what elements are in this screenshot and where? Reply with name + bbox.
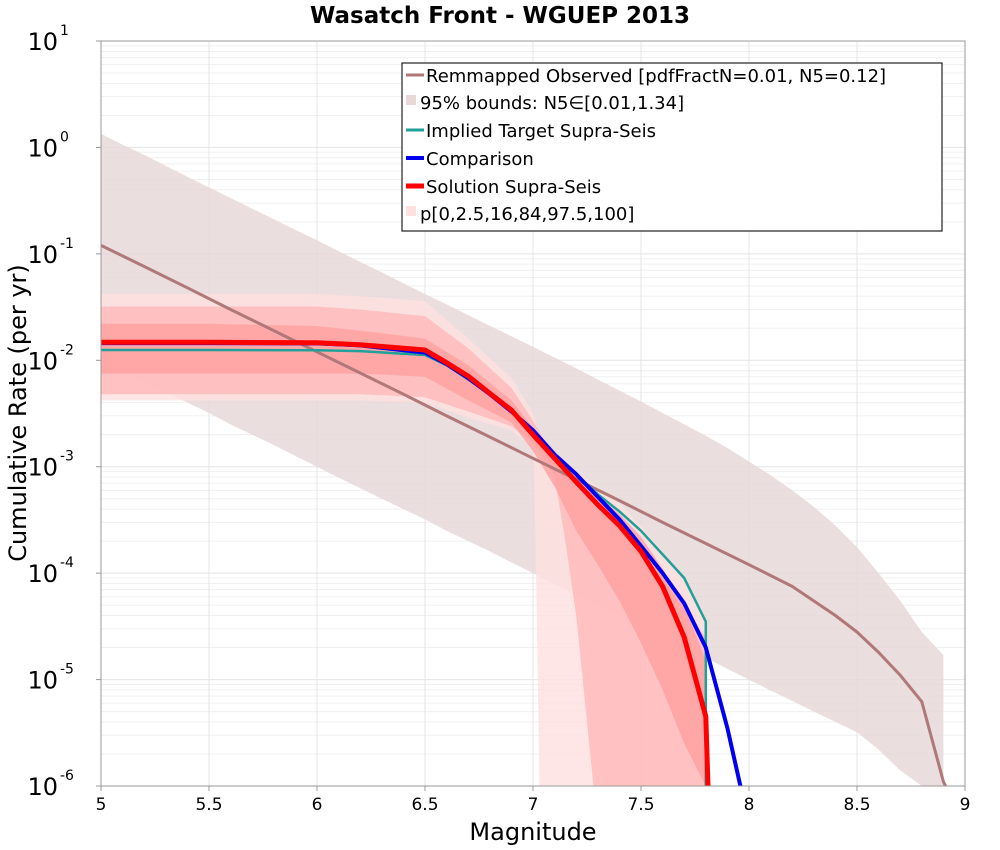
y-tick-base: 10: [27, 773, 58, 801]
y-tick-base: 10: [27, 241, 58, 269]
legend-box: [401, 62, 943, 232]
legend-label-observed-band: 95% bounds: N5∈[0.01,1.34]: [420, 93, 684, 114]
y-tick-exponent: -2: [60, 342, 74, 358]
legend-swatch-observed-band: [406, 95, 416, 105]
series-line-observed: [100, 244, 947, 787]
y-tick-base: 10: [27, 454, 58, 482]
legend: Remmapped Observed [pdfFractN=0.01, N5=0…: [401, 62, 943, 232]
x-tick-label: 7.5: [627, 795, 654, 815]
x-tick-label: 8.5: [843, 795, 870, 815]
x-tick-label: 9: [960, 795, 971, 815]
y-tick-base: 10: [27, 134, 58, 162]
legend-swatch-percentiles: [406, 206, 416, 216]
y-tick-exponent: -1: [60, 236, 74, 252]
y-tick-base: 10: [27, 28, 58, 56]
y-tick-base: 10: [27, 347, 58, 375]
y-tick-exponent: -6: [60, 768, 74, 784]
y-tick-base: 10: [27, 667, 58, 695]
chart-title: Wasatch Front - WGUEP 2013: [310, 3, 690, 29]
legend-label-comparison: Comparison: [426, 149, 534, 170]
series-lines: [100, 244, 947, 787]
series-line-solution: [101, 339, 711, 787]
x-tick-label: 5.5: [195, 795, 222, 815]
y-tick-exponent: 1: [60, 23, 69, 39]
x-axis-ticks: 5 5.5 6 6.5 7 7.5 8 8.5 9: [96, 786, 971, 815]
percentile-band-inner: [101, 323, 708, 786]
y-tick-exponent: -5: [60, 662, 74, 678]
x-tick-label: 6.5: [411, 795, 438, 815]
y-tick-base: 10: [27, 560, 58, 588]
y-axis-label: Cumulative Rate (per yr): [4, 264, 32, 562]
uncertainty-bands: [101, 133, 944, 786]
x-tick-label: 5: [96, 795, 107, 815]
legend-label-solution: Solution Supra-Seis: [426, 177, 601, 198]
x-tick-label: 8: [744, 795, 755, 815]
x-tick-label: 6: [312, 795, 323, 815]
legend-label-target: Implied Target Supra-Seis: [426, 121, 656, 142]
legend-label-observed: Remmapped Observed [pdfFractN=0.01, N5=0…: [426, 66, 886, 87]
y-tick-exponent: -4: [60, 555, 74, 571]
y-tick-exponent: 0: [60, 129, 69, 145]
percentile-band-outer: [101, 294, 706, 786]
y-tick-exponent: -3: [60, 449, 74, 465]
x-tick-label: 7: [528, 795, 539, 815]
legend-label-percentiles: p[0,2.5,16,84,97.5,100]: [420, 204, 634, 225]
x-axis-label: Magnitude: [469, 818, 596, 846]
